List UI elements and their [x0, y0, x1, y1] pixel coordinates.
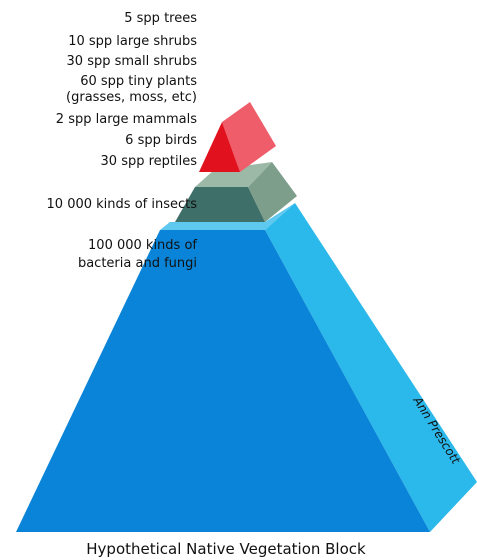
label: 100 000 kinds of: [88, 238, 197, 253]
label: bacteria and fungi: [78, 256, 197, 271]
label: 5 spp trees: [124, 11, 197, 26]
label: 6 spp birds: [125, 133, 197, 148]
label: 30 spp small shrubs: [67, 54, 198, 69]
label: 60 spp tiny plants: [80, 74, 197, 89]
caption: Hypothetical Native Vegetation Block: [86, 540, 366, 558]
diagram: 5 spp trees 10 spp large shrubs 30 spp s…: [0, 0, 477, 560]
label: 10 000 kinds of insects: [47, 197, 198, 212]
label: 10 spp large shrubs: [68, 34, 197, 49]
label: (grasses, moss, etc): [66, 90, 197, 105]
label: 30 spp reptiles: [101, 154, 198, 169]
label: 2 spp large mammals: [56, 112, 197, 127]
